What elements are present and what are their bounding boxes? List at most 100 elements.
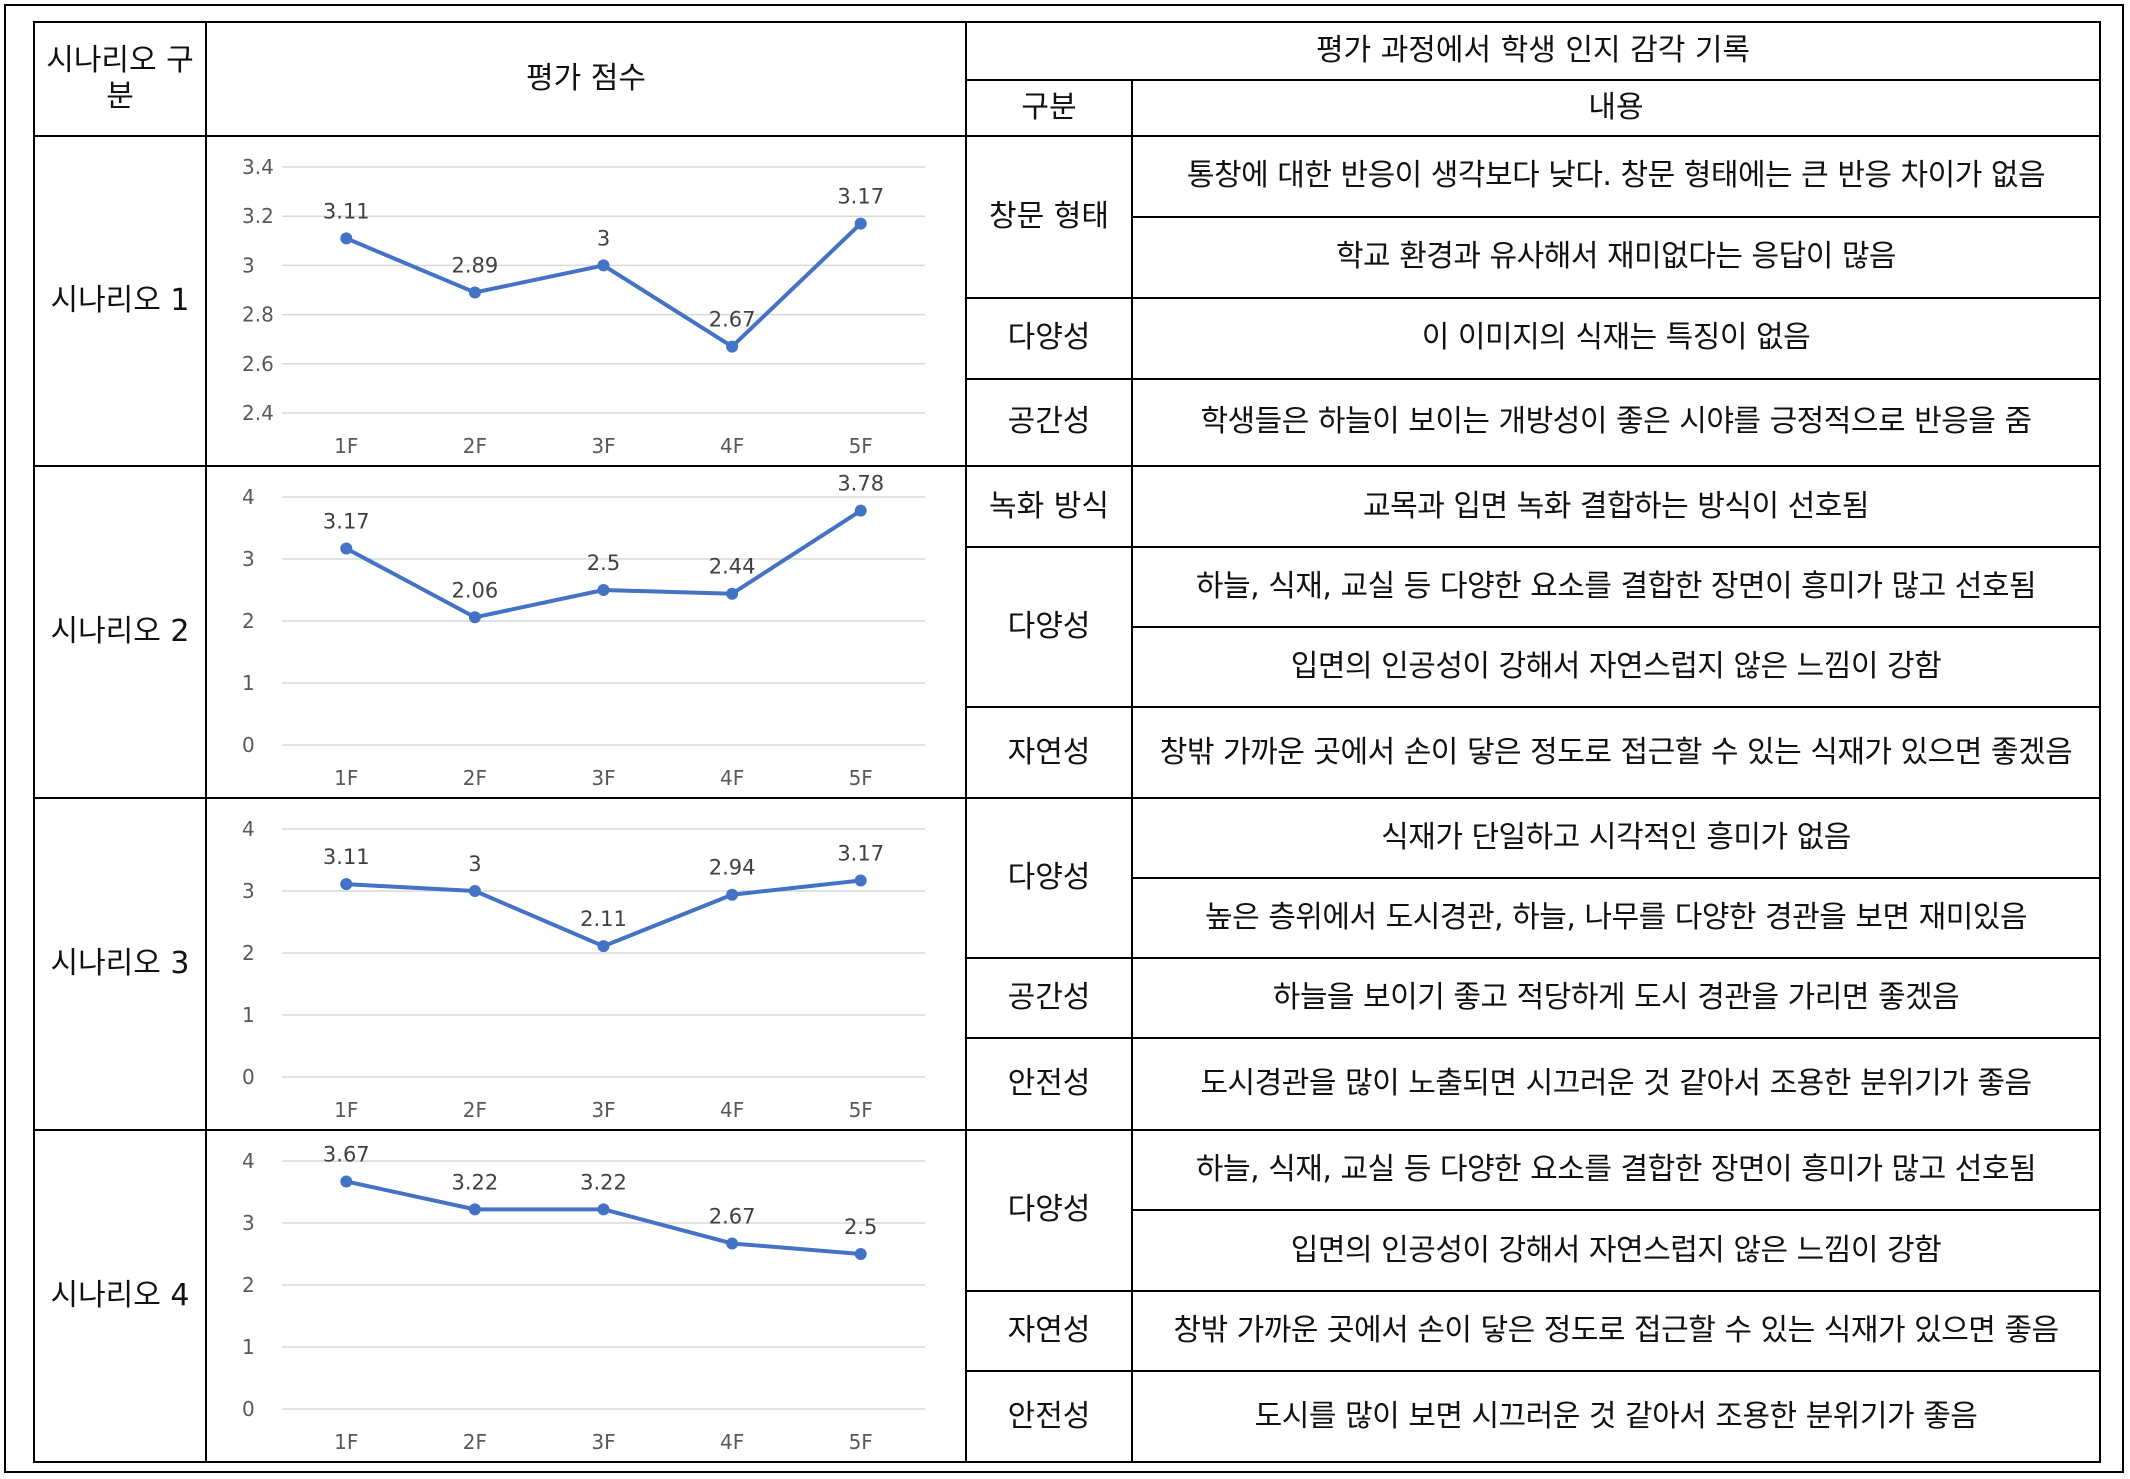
x-tick-label: 3F — [591, 766, 615, 790]
x-tick-label: 4F — [720, 766, 744, 790]
y-tick-label: 4 — [242, 485, 255, 509]
score-chart-1: 2.4 2.6 2.8 3 3.2 3.4 1F 2F 3F 4F 5F 3.11 2.89 3 2.67 3… — [205, 135, 967, 467]
x-tick-label: 4F — [720, 1430, 744, 1454]
header-score: 평가 점수 — [205, 21, 967, 137]
data-point — [726, 1237, 739, 1250]
content-cell: 하늘, 식재, 교실 등 다양한 요소를 결합한 장면이 흥미가 많고 선호됨 — [1131, 1128, 2101, 1212]
x-tick-label: 4F — [720, 1098, 744, 1122]
data-point — [340, 232, 353, 245]
content-cell: 교목과 입면 녹화 결합하는 방식이 선호됨 — [1131, 465, 2101, 548]
line-chart-svg: 0 1 2 3 4 1F 2F 3F 4F 5F 3.67 3.22 3.22 2.67 2.5 — [242, 1142, 925, 1454]
data-point — [726, 340, 739, 353]
category-cell: 다양성 — [965, 546, 1133, 708]
scenario-label: 시나리오 2 — [33, 465, 207, 799]
data-point — [340, 1175, 353, 1188]
data-point — [854, 504, 867, 517]
data-label: 2.44 — [709, 555, 756, 579]
data-label: 2.67 — [709, 1204, 756, 1228]
x-tick-label: 2F — [463, 1430, 487, 1454]
data-label: 3.22 — [452, 1170, 499, 1194]
category-cell: 창문 형태 — [965, 135, 1133, 299]
y-tick-label: 2 — [242, 609, 255, 633]
data-label: 2.11 — [580, 907, 627, 931]
data-point — [597, 940, 610, 953]
y-tick-label: 3 — [242, 1211, 255, 1235]
score-chart-3: 0 1 2 3 4 1F 2F 3F 4F 5F 3.11 3 2.11 2.94 3.17 — [205, 797, 967, 1131]
x-tick-label: 5F — [849, 1430, 873, 1454]
x-tick-label: 1F — [334, 766, 358, 790]
data-label: 2.5 — [587, 551, 620, 575]
y-tick-label: 3.4 — [242, 155, 274, 179]
data-point — [854, 217, 867, 230]
data-point — [468, 885, 481, 897]
score-chart-4: 0 1 2 3 4 1F 2F 3F 4F 5F 3.67 3.22 3.22 2.67 2.5 — [205, 1129, 967, 1463]
category-cell: 안전성 — [965, 1037, 1133, 1131]
data-label: 3 — [597, 226, 610, 250]
data-label: 2.5 — [844, 1215, 877, 1239]
page-frame — [4, 4, 2124, 1473]
data-label: 3.17 — [323, 509, 370, 533]
content-cell: 이 이미지의 식재는 특징이 없음 — [1131, 296, 2101, 380]
category-cell: 다양성 — [965, 296, 1133, 380]
evaluation-table: 시나리오 구분 평가 점수 평가 과정에서 학생 인지 감각 기록 구분 내용 … — [33, 21, 2101, 1463]
scenario-label: 시나리오 1 — [33, 135, 207, 467]
y-tick-label: 3 — [242, 253, 255, 277]
data-point — [854, 1248, 867, 1260]
scenario-label: 시나리오 3 — [33, 797, 207, 1131]
data-label: 3.17 — [837, 841, 884, 865]
y-tick-label: 3 — [242, 547, 255, 571]
category-cell: 녹화 방식 — [965, 465, 1133, 548]
x-tick-label: 3F — [591, 434, 615, 458]
category-cell: 자연성 — [965, 706, 1133, 799]
line-chart-svg: 0 1 2 3 4 1F 2F 3F 4F 5F 3.11 3 2.11 2.94 3.17 — [242, 817, 925, 1122]
content-cell: 학생들은 하늘이 보이는 개방성이 좋은 시야를 긍정적으로 반응을 줌 — [1131, 377, 2101, 468]
category-cell: 자연성 — [965, 1289, 1133, 1373]
line-chart-svg: 2.4 2.6 2.8 3 3.2 3.4 1F 2F 3F 4F 5F 3.11 2.89 3 2.67 3… — [242, 155, 925, 458]
category-cell: 다양성 — [965, 797, 1133, 959]
y-tick-label: 2 — [242, 1273, 255, 1297]
content-cell: 하늘을 보이기 좋고 적당하게 도시 경관을 가리면 좋겠음 — [1131, 957, 2101, 1039]
content-cell: 창밖 가까운 곳에서 손이 닿은 정도로 접근할 수 있는 식재가 있으면 좋음 — [1131, 1289, 2101, 1373]
y-tick-label: 2.6 — [242, 352, 274, 376]
content-cell: 높은 층위에서 도시경관, 하늘, 나무를 다양한 경관을 보면 재미있음 — [1131, 877, 2101, 959]
data-label: 2.94 — [709, 856, 756, 880]
content-cell: 도시경관을 많이 노출되면 시끄러운 것 같아서 조용한 분위기가 좋음 — [1131, 1037, 2101, 1131]
y-tick-label: 0 — [242, 1065, 255, 1089]
x-tick-label: 5F — [849, 1098, 873, 1122]
score-chart-2: 0 1 2 3 4 1F 2F 3F 4F 5F 3.17 2.06 2.5 2.44 3.78 — [205, 465, 967, 799]
header-category: 구분 — [965, 79, 1133, 137]
content-cell: 입면의 인공성이 강해서 자연스럽지 않은 느낌이 강함 — [1131, 626, 2101, 708]
x-tick-label: 1F — [334, 434, 358, 458]
header-content: 내용 — [1131, 79, 2101, 137]
data-point — [340, 878, 353, 891]
scenario-label: 시나리오 4 — [33, 1129, 207, 1463]
data-label: 3 — [468, 852, 481, 876]
data-label: 3.11 — [323, 845, 370, 869]
category-cell: 공간성 — [965, 957, 1133, 1039]
y-tick-label: 1 — [242, 1335, 255, 1359]
y-tick-label: 2.8 — [242, 303, 274, 327]
header-scenario: 시나리오 구분 — [33, 21, 207, 137]
data-point — [597, 584, 610, 596]
y-tick-label: 4 — [242, 817, 255, 841]
content-cell: 입면의 인공성이 강해서 자연스럽지 않은 느낌이 강함 — [1131, 1209, 2101, 1292]
category-cell: 다양성 — [965, 1129, 1133, 1292]
content-cell: 창밖 가까운 곳에서 손이 닿은 정도로 접근할 수 있는 식재가 있으면 좋겠… — [1131, 706, 2101, 799]
header-record: 평가 과정에서 학생 인지 감각 기록 — [965, 21, 2101, 81]
data-point — [854, 874, 867, 887]
data-label: 2.06 — [452, 578, 499, 602]
data-label: 3.78 — [837, 472, 884, 496]
y-tick-label: 1 — [242, 671, 255, 695]
y-tick-label: 0 — [242, 1397, 255, 1421]
x-tick-label: 2F — [463, 766, 487, 790]
data-point — [468, 1203, 481, 1216]
y-tick-label: 2.4 — [242, 401, 274, 425]
category-cell: 공간성 — [965, 377, 1133, 468]
content-cell: 도시를 많이 보면 시끄러운 것 같아서 조용한 분위기가 좋음 — [1131, 1370, 2101, 1463]
y-tick-label: 3.2 — [242, 204, 274, 228]
category-cell: 안전성 — [965, 1370, 1133, 1463]
line-chart-svg: 0 1 2 3 4 1F 2F 3F 4F 5F 3.17 2.06 2.5 2.44 3.78 — [242, 472, 925, 790]
data-point — [597, 1203, 610, 1216]
x-tick-label: 5F — [849, 434, 873, 458]
data-label: 3.67 — [323, 1142, 370, 1166]
